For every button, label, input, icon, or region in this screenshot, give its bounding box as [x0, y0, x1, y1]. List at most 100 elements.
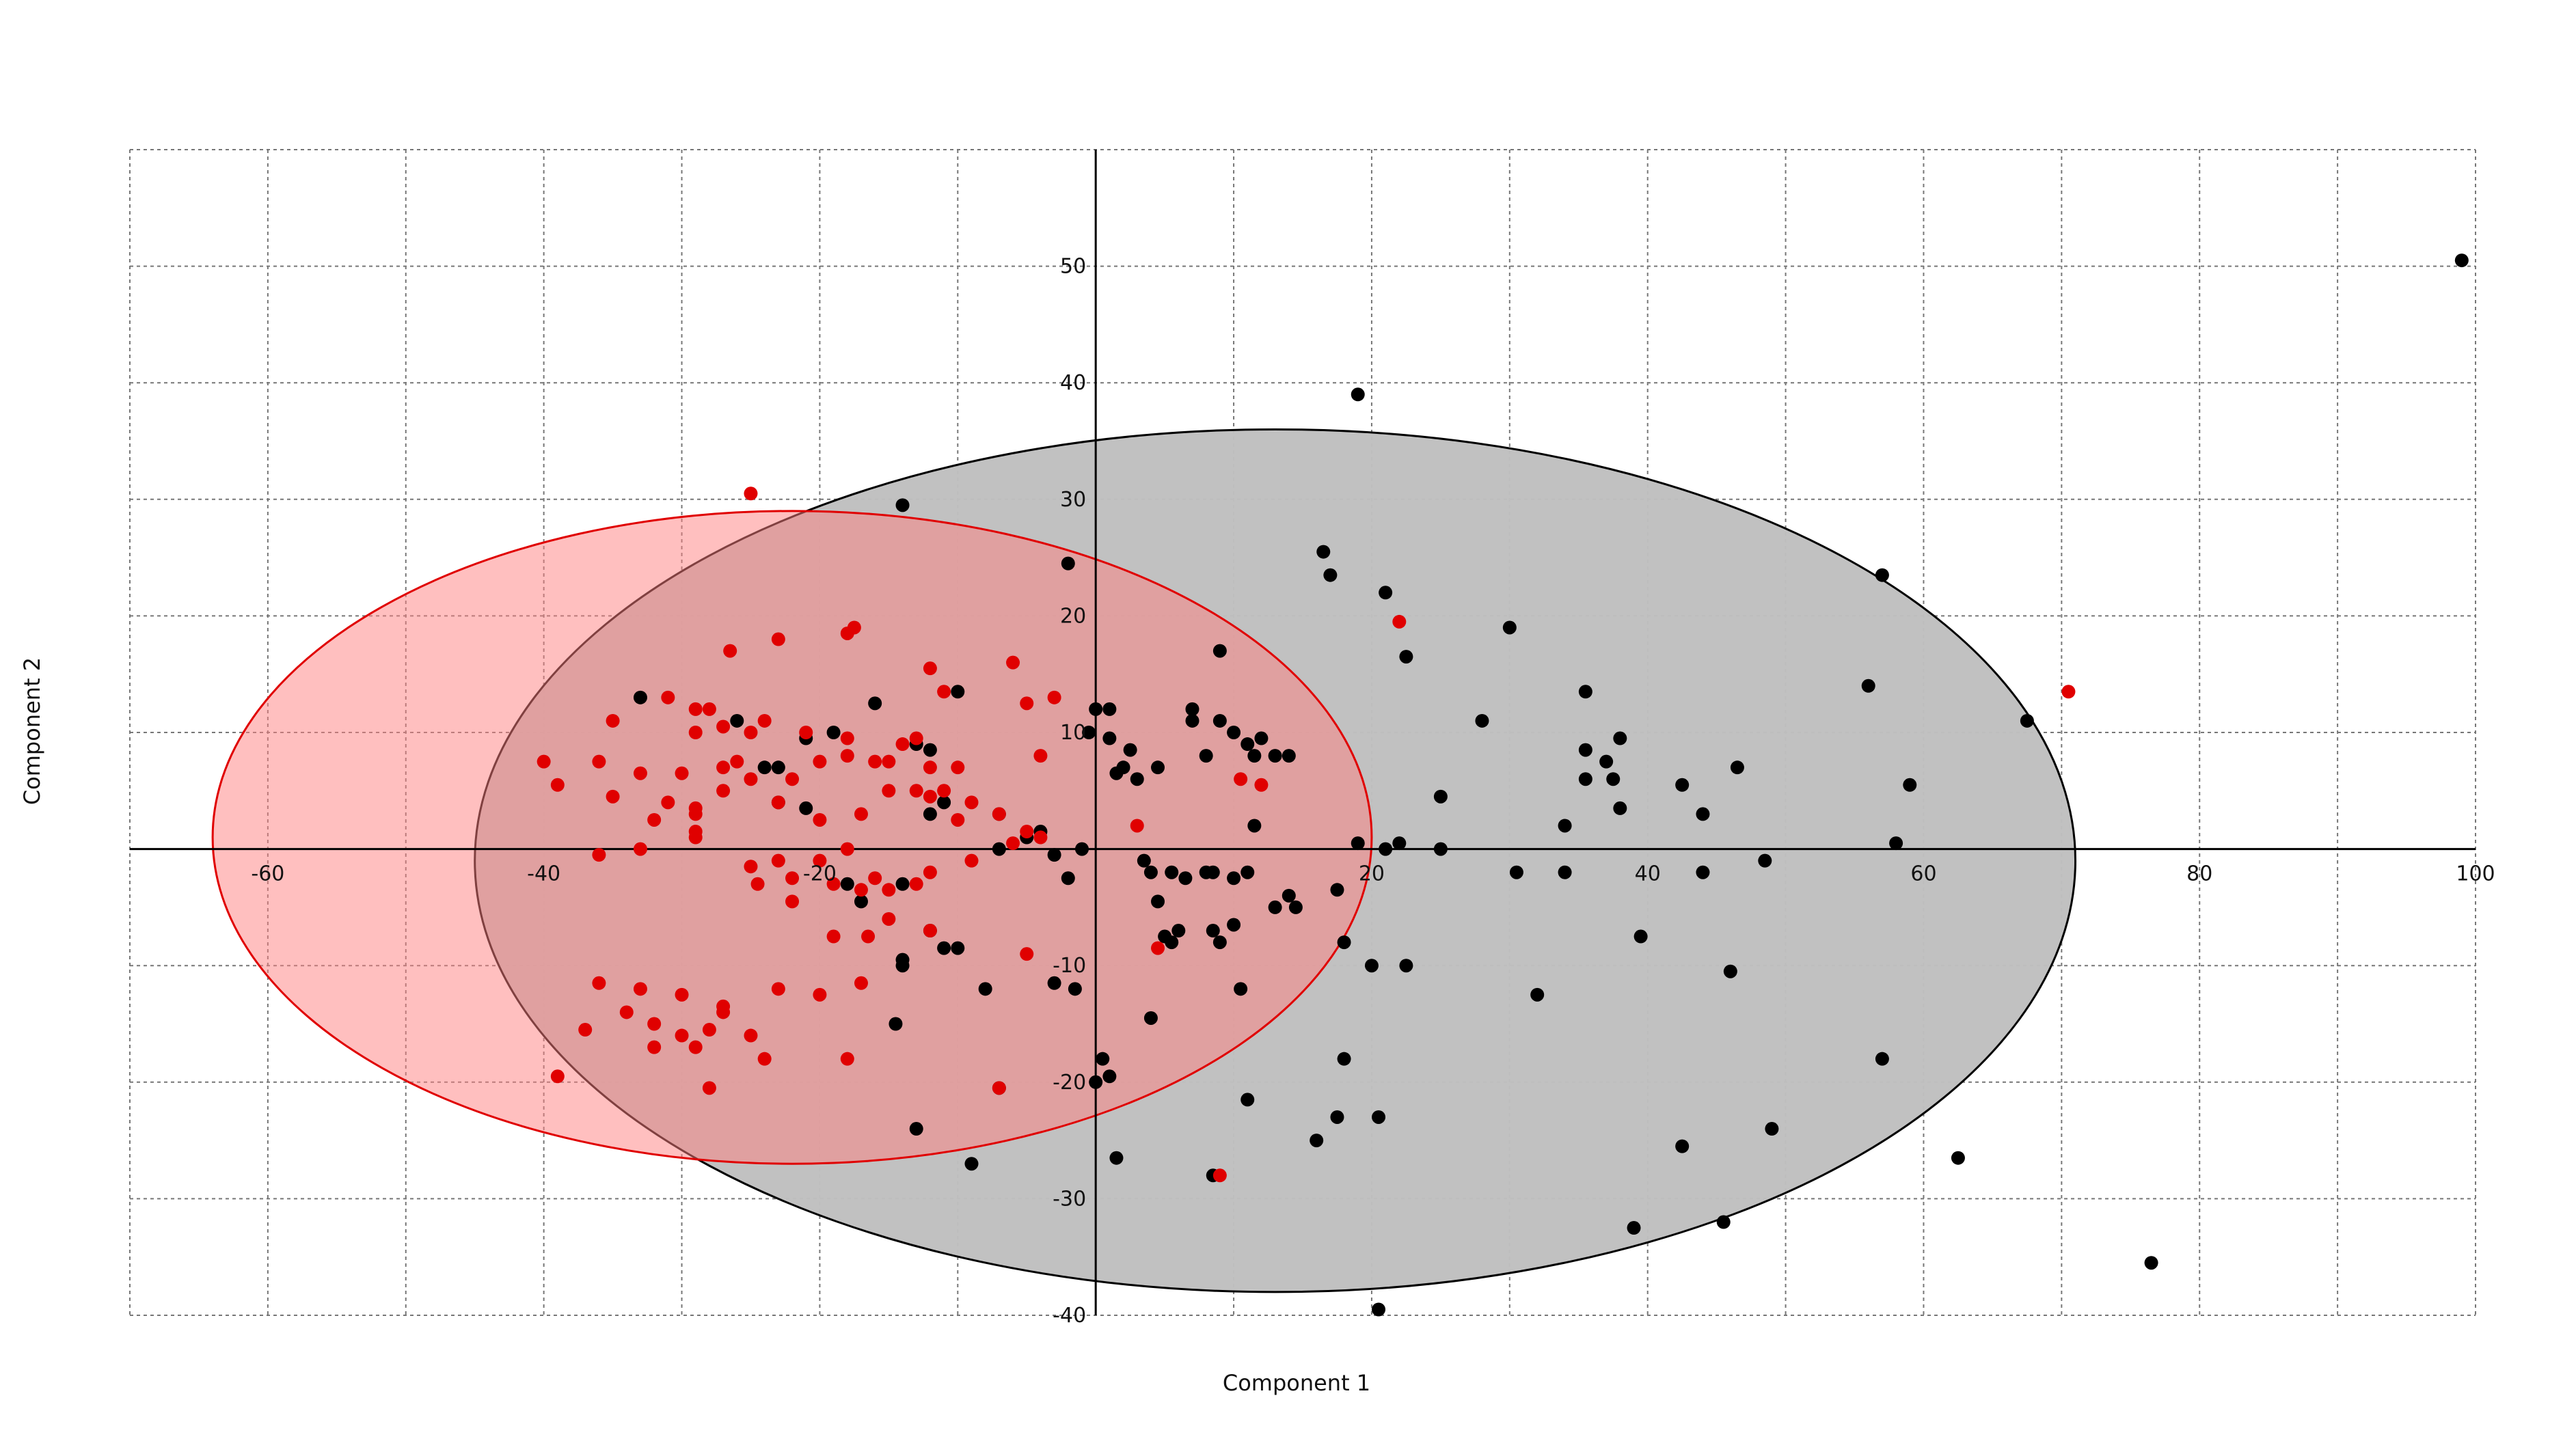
data-point-black: [771, 760, 785, 775]
data-point-red: [716, 784, 731, 798]
data-point-red: [861, 929, 876, 944]
data-point-black: [1268, 749, 1282, 763]
data-point-red: [813, 987, 827, 1002]
y-tick-label: 40: [1060, 371, 1086, 395]
data-point-black: [1337, 935, 1351, 950]
confidence-ellipse: [211, 510, 1373, 1165]
data-point-black: [1758, 853, 1772, 868]
data-point-red: [1151, 941, 1165, 955]
data-point-red: [675, 987, 689, 1002]
data-point-red: [537, 754, 551, 769]
data-point-red: [702, 1023, 716, 1037]
data-point-black: [1502, 620, 1517, 635]
data-point-black: [1730, 760, 1744, 775]
data-point-red: [937, 784, 951, 798]
data-point-black: [1227, 918, 1241, 932]
data-point-black: [1372, 1302, 1386, 1317]
data-point-black: [1379, 586, 1393, 600]
data-point-black: [1282, 749, 1296, 763]
data-point-red: [813, 853, 827, 868]
data-point-red: [923, 789, 937, 804]
y-tick-label: 10: [1060, 721, 1086, 745]
data-point-black: [1171, 924, 1186, 938]
data-point-red: [633, 982, 647, 996]
data-point-black: [1475, 713, 1489, 728]
data-point-red: [647, 1040, 662, 1054]
data-point-red: [923, 760, 937, 775]
data-point-red: [550, 1069, 565, 1084]
data-point-black: [1399, 959, 1413, 973]
data-point-black: [1254, 731, 1269, 745]
data-point-red: [771, 795, 785, 810]
data-point-red: [923, 661, 937, 676]
data-point-black: [1433, 842, 1448, 856]
data-point-black: [2144, 1256, 2158, 1270]
data-point-black: [1723, 964, 1737, 978]
data-point-black: [1047, 976, 1061, 990]
y-tick-label: 50: [1060, 255, 1086, 279]
data-point-black: [937, 941, 951, 955]
data-point-black: [1337, 1052, 1351, 1066]
data-point-black: [1151, 760, 1165, 775]
data-point-black: [1240, 865, 1255, 879]
data-point-red: [1033, 749, 1048, 763]
data-point-black: [1247, 819, 1262, 833]
data-point-black: [1268, 900, 1282, 914]
data-point-red: [840, 749, 854, 763]
data-point-red: [702, 1081, 716, 1095]
data-point-black: [826, 726, 841, 739]
data-point-black: [1613, 801, 1627, 815]
data-point-black: [1951, 1151, 1965, 1165]
data-point-black: [1199, 749, 1213, 763]
data-point-black: [1206, 865, 1220, 879]
data-point-red: [633, 842, 647, 856]
data-point-red: [854, 976, 868, 990]
data-point-red: [661, 690, 675, 704]
data-point-red: [2061, 685, 2076, 699]
data-point-black: [1696, 865, 1710, 879]
data-point-black: [889, 1017, 903, 1031]
data-point-black: [978, 982, 992, 996]
data-point-red: [854, 807, 868, 821]
data-point-red: [633, 766, 647, 780]
data-point-black: [1123, 743, 1137, 757]
data-point-red: [675, 1028, 689, 1043]
data-point-black: [1240, 737, 1255, 752]
data-point-red: [647, 1017, 662, 1031]
data-point-red: [744, 486, 758, 501]
y-tick-label: 20: [1060, 604, 1086, 628]
data-point-black: [730, 713, 744, 728]
data-point-red: [771, 982, 785, 996]
data-point-black: [1861, 678, 1875, 693]
data-point-black: [840, 877, 854, 891]
data-point-black: [1089, 1075, 1103, 1089]
data-point-black: [868, 696, 882, 711]
data-point-red: [716, 719, 731, 734]
data-point-red: [661, 795, 675, 810]
x-tick-label: -20: [803, 862, 837, 886]
data-point-black: [1399, 650, 1413, 664]
data-point-black: [1364, 959, 1379, 973]
data-point-red: [592, 754, 606, 769]
data-point-black: [1165, 865, 1179, 879]
data-point-red: [757, 713, 772, 728]
data-point-black: [1599, 754, 1614, 769]
data-point-black: [1082, 726, 1096, 739]
data-point-black: [1316, 545, 1331, 559]
data-point-black: [1185, 713, 1199, 728]
data-point-red: [868, 754, 882, 769]
data-point-red: [909, 877, 923, 891]
data-point-black: [1675, 1139, 1690, 1153]
data-point-black: [1227, 871, 1241, 886]
data-point-red: [771, 632, 785, 646]
data-point-red: [1130, 819, 1144, 833]
data-point-black: [895, 498, 910, 512]
data-point-red: [1006, 655, 1020, 670]
data-point-black: [951, 941, 965, 955]
data-point-black: [895, 877, 910, 891]
data-point-black: [1109, 1151, 1124, 1165]
data-point-red: [757, 1052, 772, 1066]
data-point-black: [1212, 935, 1227, 950]
data-point-red: [730, 754, 744, 769]
data-point-black: [1765, 1122, 1779, 1136]
